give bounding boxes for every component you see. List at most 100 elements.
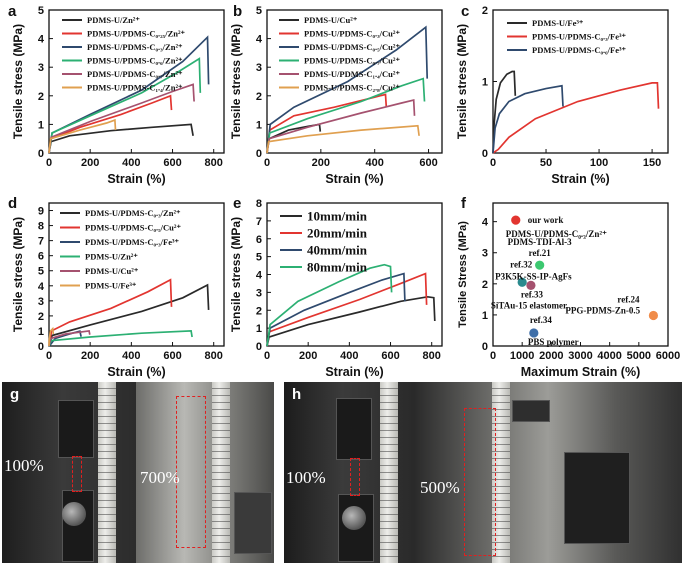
x-tick-label: 600 [381,350,399,362]
point-label: ref.34 [530,315,553,325]
x-axis-title: Strain (%) [107,365,165,379]
series-line [266,93,388,154]
data-point [517,277,527,287]
x-tick-label: 4000 [597,350,621,362]
photo-h-right: 500% [414,382,682,563]
x-tick-label: 1000 [510,350,534,362]
x-tick-label: 0 [46,157,52,169]
plot-frame [48,9,225,154]
x-tick-label: 100 [590,157,608,169]
legend-label: 40mm/min [307,243,368,258]
y-tick-label: 2 [482,279,488,291]
legend-label: PDMS-U/PDMS-C₁.₄/Zn²⁺ [87,82,183,92]
y-axis-title: Tensile Stress (MPa) [457,221,469,328]
legend-label: PDMS-U/PDMS-C₀.₃/Fe³⁺ [85,237,180,247]
y-axis-title: Tensile stress (MPa) [11,217,25,332]
y-tick-label: 6 [256,234,262,246]
point-sublabel: PDMS-U/PDMS-C₀.₃/Zn²⁺ [506,229,607,239]
photo-g-right: 700% [136,382,274,563]
x-axis-title: Strain (%) [325,365,383,379]
legend-label: PDMS-U/PDMS-C₂.₈/Cu²⁺ [304,82,400,92]
legend-label: PDMS-U/PDMS-C₀.₂₅/Zn²⁺ [87,28,186,38]
legend-label: PDMS-U/PDMS-C₀.₅/Cu²⁺ [85,222,181,232]
legend-label: PDMS-U/PDMS-C₀.₇/Cu²⁺ [304,55,400,65]
chart-panel-e: e 0 200 400 600 800 0 1 2 3 4 5 6 7 8 Strain (%) Tensile… [229,195,443,379]
y-tick-label: 8 [256,198,262,210]
legend-label: PDMS-U/Cu²⁺ [304,15,358,25]
series-line [48,326,55,347]
data-point [529,328,539,338]
x-tick-label: 200 [299,350,317,362]
point-sublabel: PBS polymer [528,337,579,347]
x-tick-label: 800 [423,350,441,362]
x-tick-label: 800 [205,350,223,362]
series-line [266,99,416,154]
series-line [492,82,660,154]
point-label: ref.33 [521,289,544,299]
legend-label: PDMS-U/PDMS-C₀.₆/Fe³⁺ [532,45,627,55]
y-tick-label: 5 [38,5,44,17]
y-tick-label: 1 [38,326,44,338]
chart-panel-f: f 0 1000 2000 3000 4000 5000 6000 0 1 2 3 4 Maximum S… [457,195,680,379]
legend-label: PDMS-U/PDMS-C₀.₃/Zn²⁺ [85,208,181,218]
series-line [266,124,420,154]
y-tick-label: 7 [256,216,262,228]
x-tick-label: 400 [122,350,140,362]
strain-label-h-100: 100% [286,468,326,487]
y-tick-label: 2 [38,91,44,103]
y-tick-label: 2 [256,305,262,317]
point-sublabel: P3K5K-SS-IP-AgFs [495,271,572,281]
y-axis-title: Tensile stress (MPa) [11,24,25,139]
y-tick-label: 0 [482,341,488,353]
x-tick-label: 400 [122,157,140,169]
y-tick-label: 9 [38,206,44,218]
y-tick-label: 1 [482,77,488,89]
x-axis-title: Strain (%) [325,172,383,186]
panel-label-e: e [233,195,241,212]
panel-label-b: b [233,3,242,20]
x-tick-label: 3000 [568,350,592,362]
x-tick-label: 0 [46,350,52,362]
plot-frame [48,202,225,347]
y-tick-label: 5 [256,252,262,264]
photo-h-left: h 100% [284,382,414,563]
x-tick-label: 200 [81,350,99,362]
x-axis-title: Strain (%) [551,172,609,186]
point-label: ref.24 [617,295,640,305]
x-tick-label: 150 [643,157,661,169]
data-point [535,260,545,270]
x-tick-label: 0 [490,157,496,169]
photo-g-left: g 100% [2,382,136,563]
legend-label: PDMS-U/PDMS-C₀.₃/Zn²⁺ [87,42,183,52]
y-tick-label: 4 [38,34,45,46]
legend-label: PDMS-U/PDMS-C₀.₇/Zn²⁺ [87,69,183,79]
point-sublabel: SiTAu-15 elastomer [491,300,567,310]
y-tick-label: 0 [38,341,44,353]
y-tick-label: 3 [38,296,44,308]
series-line [266,272,428,347]
y-tick-label: 6 [38,251,44,263]
series-line [266,25,429,154]
legend-label: 10mm/min [307,209,368,224]
series-line [48,283,210,347]
y-tick-label: 5 [256,5,262,17]
legend-label: PDMS-U/PDMS-C₁.₄/Cu²⁺ [304,69,400,79]
y-tick-label: 4 [256,34,263,46]
x-tick-label: 600 [419,157,437,169]
legend-label: PDMS-U/Fe³⁺ [85,280,137,290]
x-tick-label: 200 [312,157,330,169]
legend-label: 80mm/min [307,260,368,275]
y-tick-label: 0 [256,341,262,353]
series-line [266,77,426,154]
series-line [266,263,393,347]
panel-label-d: d [8,195,17,212]
legend-label: PDMS-U/PDMS-C₀.₅/Cu²⁺ [304,42,400,52]
y-tick-label: 3 [256,62,262,74]
y-tick-label: 0 [482,148,488,160]
chart-panel-c: c 0 50 100 150 0 1 2 Strain (%) Tensile stress (M… [455,3,669,186]
x-tick-label: 400 [366,157,384,169]
y-tick-label: 4 [256,270,263,282]
x-tick-label: 5000 [627,350,651,362]
y-tick-label: 7 [38,236,44,248]
point-label: our work [528,215,564,225]
